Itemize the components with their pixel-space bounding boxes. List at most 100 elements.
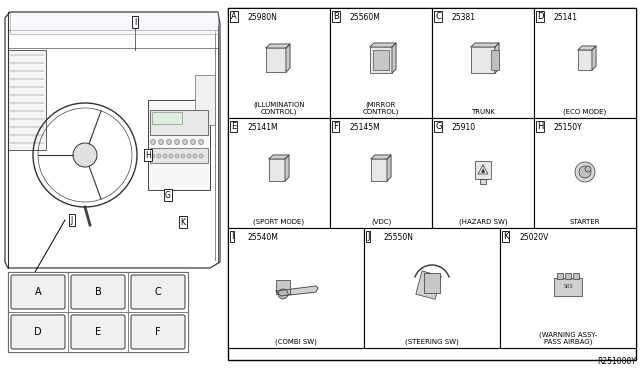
Text: SRS: SRS bbox=[563, 283, 573, 289]
Text: C: C bbox=[155, 287, 161, 297]
Text: 25980N: 25980N bbox=[248, 13, 278, 22]
Text: A: A bbox=[231, 12, 237, 21]
Bar bbox=[573, 273, 579, 279]
Bar bbox=[8, 272, 188, 352]
Circle shape bbox=[575, 162, 595, 182]
Text: A: A bbox=[35, 287, 42, 297]
Bar bbox=[480, 179, 486, 184]
Bar bbox=[471, 47, 495, 73]
Bar bbox=[269, 159, 285, 181]
Polygon shape bbox=[392, 43, 396, 73]
Bar bbox=[10, 12, 218, 34]
Bar bbox=[371, 159, 387, 181]
Bar bbox=[228, 228, 364, 348]
Polygon shape bbox=[387, 155, 391, 181]
Text: 25141M: 25141M bbox=[248, 123, 278, 132]
Text: (MIRROR
CONTROL): (MIRROR CONTROL) bbox=[363, 101, 399, 115]
Bar bbox=[148, 100, 210, 190]
Text: (HAZARD SW): (HAZARD SW) bbox=[459, 218, 508, 225]
Circle shape bbox=[198, 140, 204, 144]
Bar bbox=[8, 50, 46, 150]
Circle shape bbox=[73, 143, 97, 167]
Bar bbox=[565, 273, 571, 279]
Bar bbox=[266, 48, 286, 72]
Bar bbox=[557, 273, 563, 279]
Bar bbox=[364, 228, 500, 348]
Text: B: B bbox=[333, 12, 339, 21]
Text: 25020V: 25020V bbox=[520, 233, 549, 242]
Bar bbox=[500, 228, 636, 348]
Bar bbox=[8, 272, 68, 312]
Text: F: F bbox=[333, 122, 338, 131]
Circle shape bbox=[278, 289, 288, 299]
Bar bbox=[228, 8, 330, 118]
Text: K: K bbox=[503, 232, 509, 241]
Bar bbox=[150, 148, 208, 163]
Polygon shape bbox=[266, 44, 290, 48]
Bar bbox=[330, 118, 432, 228]
Text: 25550N: 25550N bbox=[384, 233, 414, 242]
Text: H: H bbox=[145, 151, 151, 160]
Text: B: B bbox=[95, 287, 101, 297]
Text: 25540M: 25540M bbox=[248, 233, 279, 242]
Bar bbox=[228, 8, 636, 360]
Text: E: E bbox=[231, 122, 236, 131]
Bar bbox=[128, 272, 188, 312]
Polygon shape bbox=[285, 155, 289, 181]
Text: D: D bbox=[34, 327, 42, 337]
Text: F: F bbox=[155, 327, 161, 337]
Bar bbox=[491, 50, 499, 70]
Bar bbox=[195, 75, 215, 125]
Text: (STEERING SW): (STEERING SW) bbox=[405, 339, 459, 345]
Bar bbox=[534, 118, 636, 228]
Circle shape bbox=[159, 140, 163, 144]
Polygon shape bbox=[276, 286, 318, 296]
Circle shape bbox=[157, 154, 161, 158]
Text: 25141: 25141 bbox=[554, 13, 578, 22]
Text: 25150Y: 25150Y bbox=[554, 123, 583, 132]
Circle shape bbox=[169, 154, 173, 158]
Text: I: I bbox=[231, 232, 234, 241]
Circle shape bbox=[151, 154, 155, 158]
Text: K: K bbox=[180, 218, 186, 227]
Bar bbox=[554, 278, 582, 296]
Circle shape bbox=[175, 140, 179, 144]
Circle shape bbox=[163, 154, 167, 158]
Text: 25560M: 25560M bbox=[350, 13, 381, 22]
Circle shape bbox=[191, 140, 195, 144]
Bar bbox=[128, 312, 188, 352]
Bar bbox=[370, 47, 392, 73]
Text: (ILLUMINATION
CONTROL): (ILLUMINATION CONTROL) bbox=[253, 101, 305, 115]
FancyBboxPatch shape bbox=[131, 315, 185, 349]
FancyBboxPatch shape bbox=[131, 275, 185, 309]
Text: I: I bbox=[134, 17, 136, 26]
Bar bbox=[330, 8, 432, 118]
Circle shape bbox=[579, 166, 591, 178]
Text: 25145M: 25145M bbox=[350, 123, 381, 132]
Circle shape bbox=[585, 166, 591, 172]
Circle shape bbox=[181, 154, 185, 158]
FancyBboxPatch shape bbox=[11, 315, 65, 349]
Text: (WARNING ASSY-
PASS AIRBAG): (WARNING ASSY- PASS AIRBAG) bbox=[539, 331, 597, 345]
Bar bbox=[152, 112, 182, 124]
Bar bbox=[475, 161, 491, 179]
Circle shape bbox=[166, 140, 172, 144]
FancyBboxPatch shape bbox=[71, 315, 125, 349]
Text: D: D bbox=[537, 12, 543, 21]
Circle shape bbox=[182, 140, 188, 144]
Text: STARTER: STARTER bbox=[570, 219, 600, 225]
Text: 25381: 25381 bbox=[452, 13, 476, 22]
Text: G: G bbox=[165, 190, 171, 199]
Polygon shape bbox=[286, 44, 290, 72]
Bar bbox=[276, 280, 290, 294]
Circle shape bbox=[150, 140, 156, 144]
Polygon shape bbox=[370, 43, 396, 47]
Text: G: G bbox=[435, 122, 442, 131]
Text: R251008Y: R251008Y bbox=[597, 357, 636, 366]
Polygon shape bbox=[592, 46, 596, 70]
Bar bbox=[416, 271, 442, 299]
Text: (COMBI SW): (COMBI SW) bbox=[275, 339, 317, 345]
Text: E: E bbox=[95, 327, 101, 337]
Text: J: J bbox=[367, 232, 369, 241]
Bar bbox=[68, 272, 128, 312]
